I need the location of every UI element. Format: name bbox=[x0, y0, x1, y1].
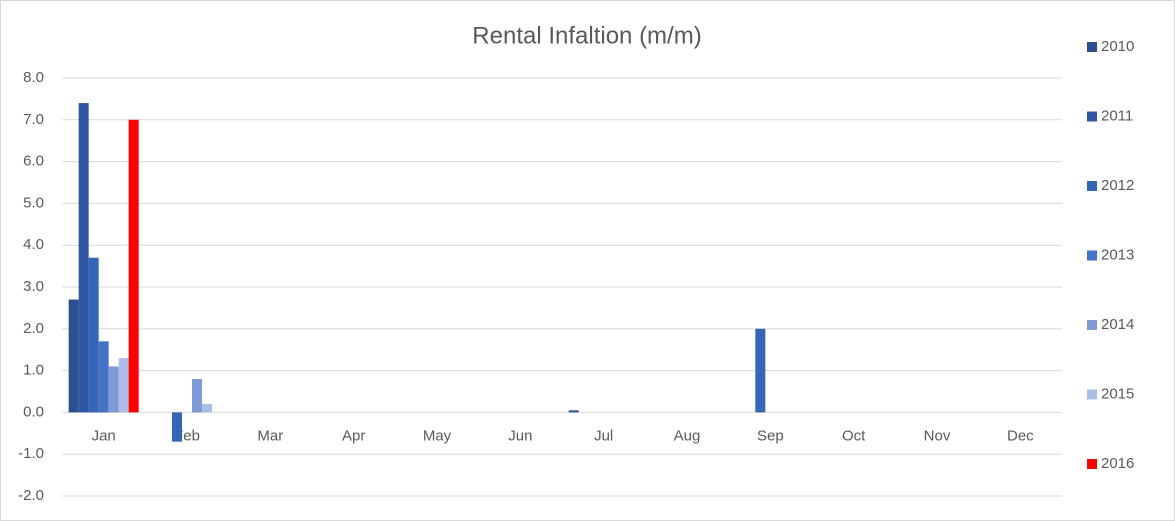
legend-swatch bbox=[1087, 42, 1097, 52]
legend-swatch bbox=[1087, 111, 1097, 122]
y-tick-label: 2.0 bbox=[23, 320, 44, 337]
legend-swatch bbox=[1087, 459, 1097, 469]
bar bbox=[755, 328, 766, 413]
y-tick-label: 8.0 bbox=[23, 69, 44, 86]
bar bbox=[202, 404, 212, 413]
legend-label: 2013 bbox=[1101, 246, 1134, 263]
bar bbox=[68, 299, 79, 413]
x-tick-label: Apr bbox=[342, 427, 365, 444]
bar bbox=[172, 412, 182, 442]
y-tick-label: 6.0 bbox=[23, 153, 44, 170]
y-tick-label: -2.0 bbox=[18, 487, 44, 504]
y-tick-label: 3.0 bbox=[23, 278, 44, 295]
legend-label: 2016 bbox=[1101, 455, 1134, 472]
legend-swatch bbox=[1087, 181, 1097, 191]
y-tick-label: -1.0 bbox=[18, 445, 44, 462]
x-tick-label: Jan bbox=[92, 427, 116, 444]
legend-label: 2014 bbox=[1101, 316, 1134, 333]
y-tick-label: 4.0 bbox=[23, 236, 44, 253]
bar bbox=[192, 378, 202, 413]
y-tick-label: 7.0 bbox=[23, 111, 44, 128]
legend-swatch bbox=[1087, 250, 1097, 261]
y-tick-label: 5.0 bbox=[23, 194, 44, 211]
legend-label: 2012 bbox=[1101, 177, 1134, 194]
bar bbox=[108, 366, 119, 413]
bar bbox=[98, 341, 109, 413]
x-tick-label: Nov bbox=[924, 427, 951, 444]
bar bbox=[88, 257, 99, 413]
legend-label: 2011 bbox=[1101, 107, 1133, 124]
chart-title: Rental Infaltion (m/m) bbox=[472, 22, 701, 49]
legend-label: 2010 bbox=[1101, 38, 1134, 55]
x-tick-label: Aug bbox=[674, 427, 701, 444]
bar bbox=[568, 410, 579, 413]
legend-label: 2015 bbox=[1101, 385, 1134, 402]
x-tick-label: Sep bbox=[757, 427, 784, 444]
x-tick-label: Mar bbox=[257, 427, 283, 444]
y-tick-label: 0.0 bbox=[23, 403, 44, 420]
bar bbox=[128, 119, 139, 413]
legend-swatch bbox=[1087, 320, 1097, 330]
y-tick-label: 1.0 bbox=[23, 362, 44, 379]
bar bbox=[118, 358, 129, 413]
legend-swatch bbox=[1087, 389, 1097, 400]
x-tick-label: May bbox=[423, 427, 452, 444]
x-tick-label: Oct bbox=[842, 427, 866, 444]
x-tick-label: Jun bbox=[508, 427, 532, 444]
x-tick-label: Jul bbox=[594, 427, 613, 444]
x-tick-label: Dec bbox=[1007, 427, 1034, 444]
bar bbox=[78, 103, 89, 413]
